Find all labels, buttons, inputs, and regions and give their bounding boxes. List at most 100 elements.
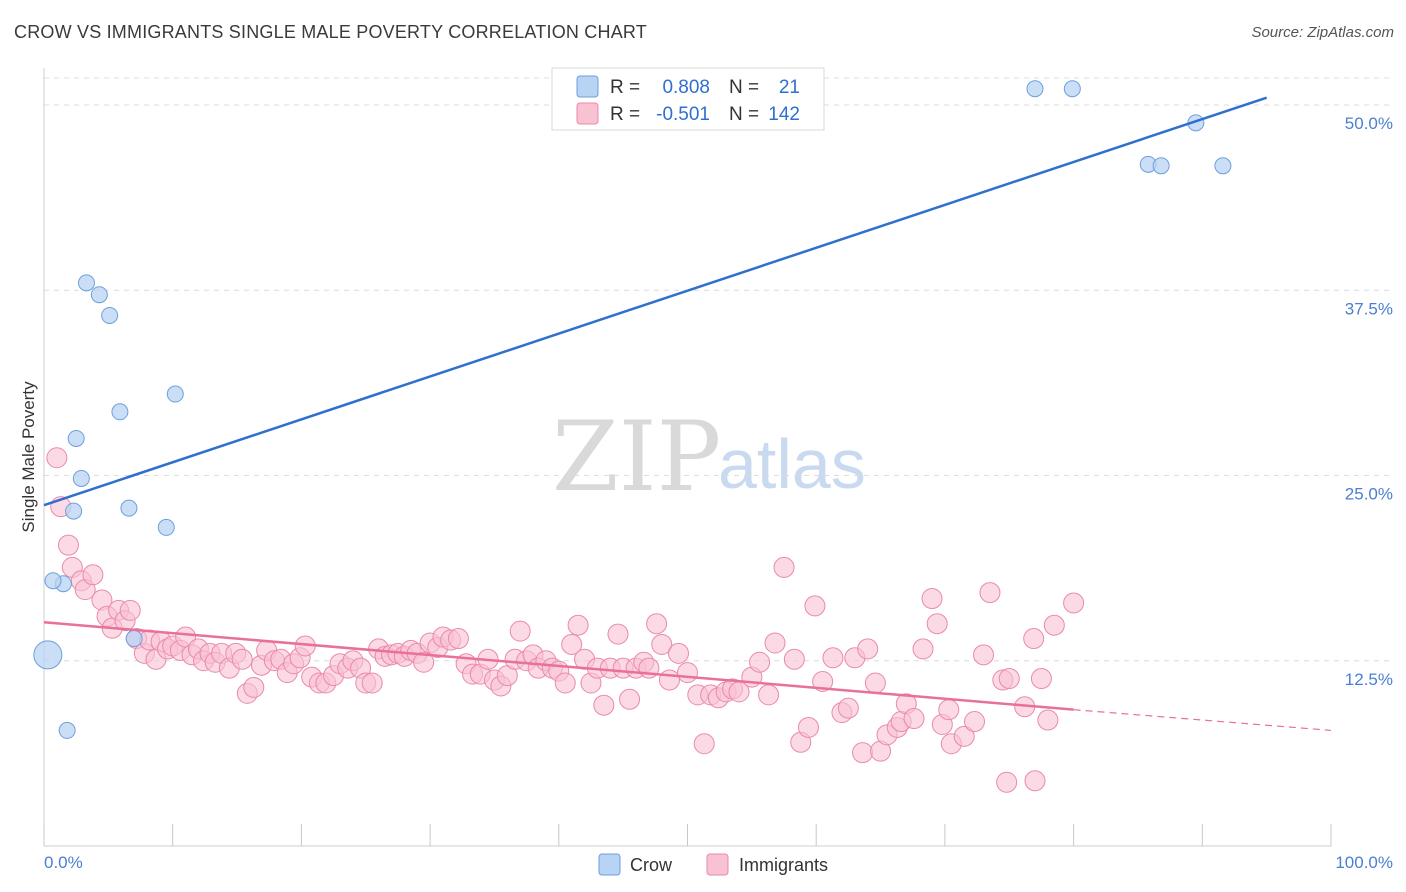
crow-point (125, 630, 143, 648)
crow-point (65, 502, 83, 520)
immigrants-point (46, 447, 68, 469)
immigrants-point (619, 688, 641, 710)
correlation-legend: R = 0.808 N = 21 R = -0.501 N = 142 (551, 67, 825, 131)
crow-point (77, 274, 95, 292)
immigrants-point (926, 613, 948, 635)
legend-crow-swatch (576, 75, 599, 98)
immigrants-point (852, 742, 874, 764)
immigrants-point (1030, 668, 1052, 690)
immigrants-point (938, 699, 960, 721)
legend-crow-n-value: 21 (779, 77, 800, 98)
immigrants-point (554, 672, 576, 694)
immigrants-point (413, 651, 435, 673)
crow-trend-line (43, 96, 1268, 507)
immigrants-point (447, 628, 469, 650)
immigrants-point (773, 556, 795, 578)
source-credit: Source: ZipAtlas.com (1251, 24, 1394, 41)
immigrants-point (231, 648, 253, 670)
immigrants-point (973, 644, 995, 666)
crow-point (120, 499, 138, 517)
immigrants-trend-extension (1073, 709, 1332, 732)
crow-point (157, 518, 175, 536)
trend-lines (43, 96, 1332, 732)
y-tick-label: 25.0% (1345, 485, 1393, 504)
immigrants-point (361, 672, 383, 694)
bottom-legend-crow-swatch (598, 853, 621, 876)
crow-point (67, 429, 85, 447)
immigrants-point (667, 642, 689, 664)
immigrants-point (921, 588, 943, 610)
y-axis-tick-labels: 12.5% 25.0% 37.5% 50.0% (1345, 114, 1393, 689)
immigrants-point (658, 669, 680, 691)
watermark-atlas: atlas (718, 425, 866, 503)
immigrants-point (903, 708, 925, 730)
bottom-legend-immigrants-swatch (706, 853, 729, 876)
immigrants-point (864, 672, 886, 694)
immigrants-point (82, 564, 104, 586)
bottom-legend-crow-label: Crow (630, 855, 673, 875)
legend-immigrants-n-value: 142 (768, 104, 800, 125)
legend-immigrants-r-label: R = (610, 104, 640, 125)
series-legend: Crow Immigrants (598, 853, 828, 876)
y-tick-label: 50.0% (1345, 114, 1393, 133)
immigrants-point (996, 771, 1018, 793)
crow-point (1152, 157, 1170, 175)
x-tick-label-min: 0.0% (44, 853, 83, 872)
immigrants-point (561, 633, 583, 655)
immigrants-point (749, 651, 771, 673)
crow-point (1214, 157, 1232, 175)
immigrants-trend-line (43, 620, 1074, 711)
x-tick-label-max: 100.0% (1335, 853, 1393, 872)
immigrants-point (979, 582, 1001, 604)
immigrants-point (567, 614, 589, 636)
immigrants-point (509, 620, 531, 642)
bottom-legend-immigrants-label: Immigrants (739, 855, 828, 875)
legend-immigrants-r-value: -0.501 (656, 104, 710, 125)
immigrants-point (964, 711, 986, 733)
legend-immigrants-swatch (576, 102, 599, 125)
crow-point (33, 640, 63, 670)
crow-point (1026, 80, 1044, 98)
x-axis-ticks (43, 824, 1332, 846)
immigrants-point (607, 623, 629, 645)
watermark: ZIP atlas (552, 401, 866, 513)
crow-point (111, 403, 129, 421)
immigrants-point (812, 671, 834, 693)
immigrants-point (1023, 628, 1045, 650)
immigrants-point (764, 632, 786, 654)
crow-point (166, 385, 184, 403)
crow-point (101, 306, 119, 324)
immigrants-point (1043, 614, 1065, 636)
immigrants-point (677, 662, 698, 684)
legend-crow-r-label: R = (610, 77, 640, 98)
immigrants-point (243, 676, 265, 698)
y-tick-label: 37.5% (1345, 299, 1393, 318)
crow-points (33, 80, 1232, 739)
chart-title: CROW VS IMMIGRANTS SINGLE MALE POVERTY C… (14, 22, 647, 42)
crow-point (72, 469, 90, 487)
immigrants-point (646, 613, 668, 635)
y-tick-label: 12.5% (1345, 670, 1393, 689)
crow-point (1063, 80, 1081, 98)
immigrants-point (651, 633, 673, 655)
immigrants-point (822, 647, 844, 669)
immigrants-point (804, 595, 826, 617)
immigrants-point (797, 716, 819, 738)
immigrants-point (758, 684, 780, 706)
crow-point (44, 572, 62, 590)
y-axis-label: Single Male Poverty (19, 381, 38, 533)
immigrants-point (119, 599, 141, 621)
immigrants-point (593, 694, 615, 716)
watermark-zip: ZIP (552, 401, 721, 513)
immigrants-point (1063, 592, 1085, 614)
immigrants-point (57, 534, 79, 556)
immigrants-point (857, 638, 879, 660)
gridlines (44, 77, 1393, 662)
immigrants-point (783, 648, 805, 670)
immigrants-point (693, 733, 715, 755)
immigrants-point (1037, 709, 1059, 731)
immigrants-point (912, 638, 934, 660)
immigrants-point (837, 697, 859, 719)
immigrants-point (953, 725, 975, 747)
